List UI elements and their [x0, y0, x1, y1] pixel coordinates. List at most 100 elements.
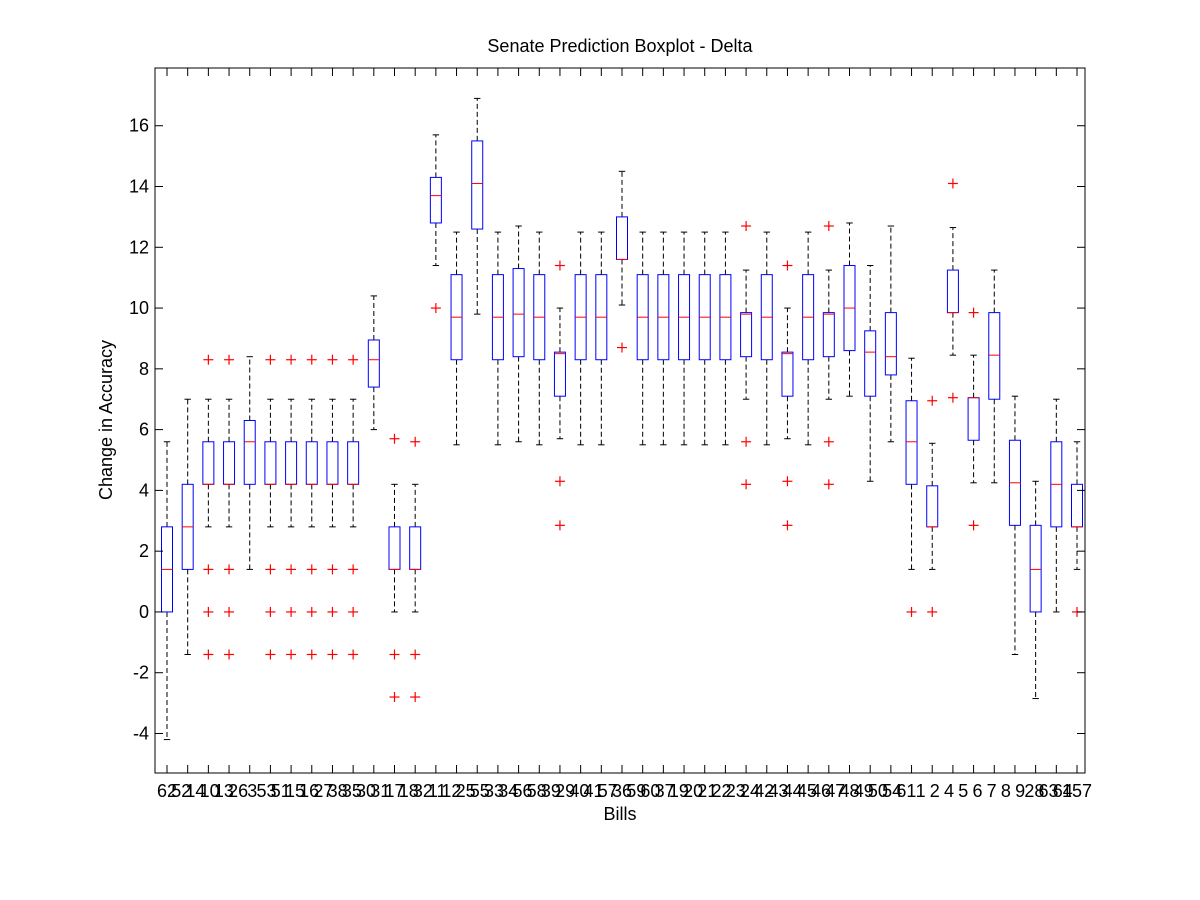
outlier-marker [348, 564, 359, 575]
outlier-marker [410, 436, 421, 447]
box-iqr [884, 312, 897, 376]
box-37 [884, 225, 897, 443]
outlier-marker [286, 649, 297, 660]
x-tick-label: 157 [1062, 781, 1092, 801]
outlier-marker [741, 479, 752, 490]
box-51 [326, 354, 339, 660]
box-25 [595, 231, 608, 446]
box-11 [553, 260, 566, 531]
box-44 [1071, 441, 1083, 617]
x-tick-label: 42 [754, 781, 774, 801]
box-53 [305, 354, 318, 660]
outlier-marker [203, 564, 214, 575]
x-tick-label: 28 [1024, 781, 1044, 801]
outlier-marker [617, 342, 627, 353]
x-tick-label: 31 [370, 781, 390, 801]
x-tick-label: 59 [626, 781, 646, 801]
x-tick-label: 2 [930, 781, 940, 801]
outlier-marker [224, 564, 235, 575]
box-13 [243, 356, 256, 570]
outlier-marker [554, 520, 565, 531]
outlier-marker [224, 606, 235, 617]
x-tick-label: 52 [171, 781, 191, 801]
x-tick-label: 46 [811, 781, 831, 801]
chart-marks [161, 97, 1083, 741]
outlier-marker [823, 479, 834, 490]
box-57 [802, 231, 815, 446]
outlier-marker [224, 354, 235, 365]
box-16 [367, 295, 380, 431]
outlier-marker [947, 178, 958, 189]
y-tick-label: 10 [129, 298, 149, 318]
y-tick-label: 8 [139, 359, 149, 379]
x-tick-label: 43 [768, 781, 788, 801]
x-tick-label: 41 [584, 781, 604, 801]
x-tick-label: 63 [1039, 781, 1059, 801]
box-62 [161, 441, 173, 741]
box-iqr [905, 400, 918, 485]
y-tick-label: 0 [139, 602, 149, 622]
x-tick-label: 11 [428, 781, 447, 801]
outlier-marker [782, 520, 793, 531]
outlier-marker [265, 649, 276, 660]
box-38 [409, 436, 422, 703]
outlier-marker [823, 436, 834, 447]
x-tick-label: 16 [299, 781, 319, 801]
x-tick-label: 40 [569, 781, 589, 801]
box-iqr [553, 351, 566, 397]
x-tick-label: 24 [740, 781, 760, 801]
box-42 [1029, 480, 1042, 700]
box-iqr [512, 268, 525, 358]
box-17 [491, 231, 504, 446]
box-iqr [1029, 524, 1042, 613]
x-tick-label: 33 [484, 781, 504, 801]
outlier-marker [389, 433, 400, 444]
box-10 [223, 354, 236, 660]
box-iqr [988, 312, 1001, 400]
outlier-marker [782, 476, 793, 487]
outlier-marker [410, 692, 421, 703]
x-tick-label: 49 [854, 781, 874, 801]
outlier-marker [224, 649, 235, 660]
x-tick-label: 26 [228, 781, 248, 801]
x-tick-label: 58 [527, 781, 547, 801]
outlier-marker [927, 395, 938, 406]
box-iqr [822, 312, 835, 358]
x-tick-label: 56 [512, 781, 532, 801]
box-52 [181, 398, 194, 655]
box-60 [864, 265, 877, 482]
x-tick-label: 13 [214, 781, 234, 801]
plot-area [154, 67, 1086, 774]
box-19 [905, 357, 918, 617]
x-tick-label: 29 [555, 781, 575, 801]
box-39 [719, 231, 732, 446]
x-tick-label: 9 [1015, 781, 1025, 801]
box-58 [698, 231, 711, 446]
box-56 [678, 231, 691, 446]
outlier-marker [823, 221, 834, 232]
x-tick-label: 36 [612, 781, 632, 801]
x-tick-label: 39 [541, 781, 561, 801]
x-tick-label: 60 [640, 781, 660, 801]
outlier-marker [306, 354, 317, 365]
chart-title: Senate Prediction Boxplot - Delta [487, 36, 753, 56]
x-tick-label: 1 [916, 781, 926, 801]
x-tick-label: 50 [868, 781, 888, 801]
outlier-marker [782, 260, 793, 271]
outlier-marker [203, 649, 214, 660]
box-iqr [367, 339, 380, 388]
outlier-marker [348, 649, 359, 660]
box-55 [616, 170, 628, 353]
x-tick-label: 32 [413, 781, 433, 801]
x-tick-label: 37 [655, 781, 675, 801]
x-tick-label: 12 [441, 781, 461, 801]
outlier-marker [554, 476, 565, 487]
outlier-marker [286, 564, 297, 575]
box-40 [760, 231, 773, 446]
outlier-marker [947, 392, 958, 403]
box-43 [1050, 398, 1063, 613]
outlier-marker [203, 354, 214, 365]
outlier-marker [348, 354, 359, 365]
y-tick-label: 14 [129, 177, 149, 197]
